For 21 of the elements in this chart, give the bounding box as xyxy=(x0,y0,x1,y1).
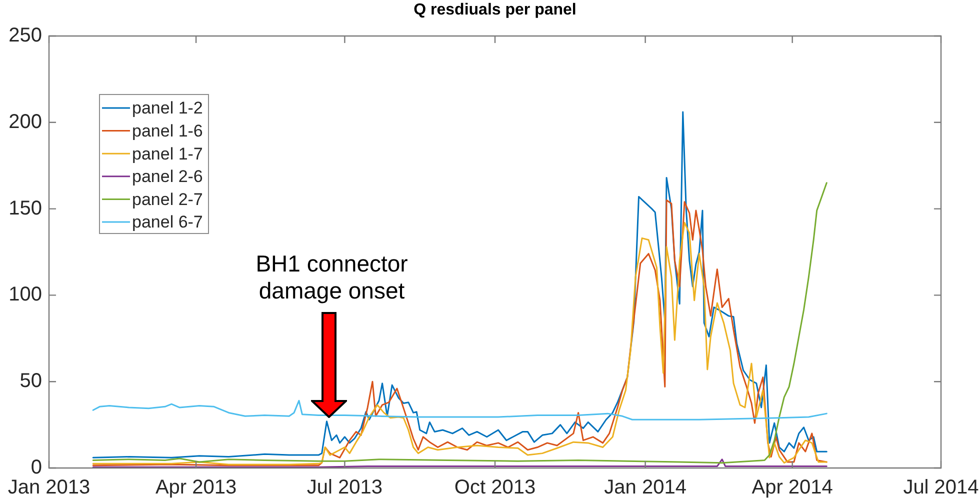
x-tick-label: Apr 2014 xyxy=(752,476,833,499)
x-tick-label: Jan 2014 xyxy=(604,476,686,499)
y-tick-label: 100 xyxy=(8,284,42,306)
legend-label: panel 2-6 xyxy=(132,167,203,186)
legend-label: panel 1-6 xyxy=(132,121,203,140)
legend-label: panel 6-7 xyxy=(132,212,203,232)
x-tick-label: Oct 2013 xyxy=(454,476,536,499)
x-tick-label: Apr 2013 xyxy=(155,476,237,499)
legend-label: panel 2-7 xyxy=(132,190,203,209)
y-tick-label: 50 xyxy=(20,370,42,392)
y-tick-label: 250 xyxy=(8,24,42,47)
annotation: BH1 connector damage onset xyxy=(256,250,408,304)
chart-title: Q resdiuals per panel xyxy=(414,1,576,18)
y-tick-label: 150 xyxy=(8,197,42,220)
y-tick-label: 200 xyxy=(8,110,42,133)
legend-label: panel 1-2 xyxy=(132,98,203,118)
x-tick-label: Jan 2013 xyxy=(8,476,90,499)
x-tick-label: Jul 2013 xyxy=(306,476,383,499)
legend-label: panel 1-7 xyxy=(132,144,203,164)
y-tick-label: 0 xyxy=(30,456,42,479)
x-tick-label: Jul 2014 xyxy=(903,476,979,499)
